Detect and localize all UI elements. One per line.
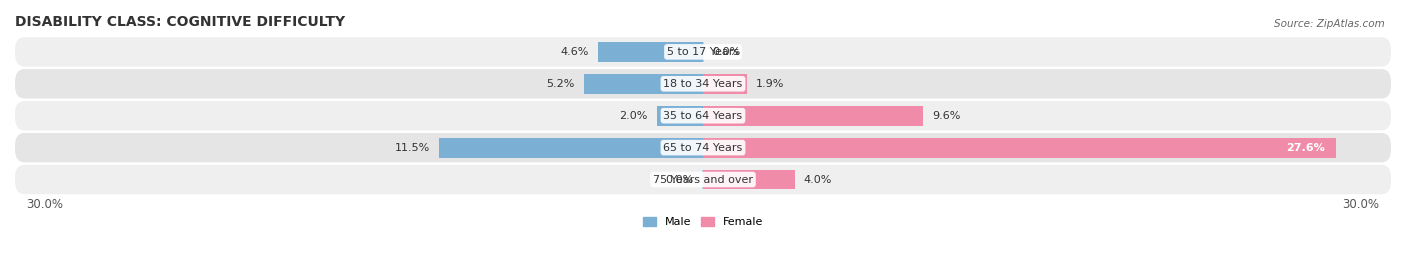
Bar	[703, 170, 794, 189]
FancyBboxPatch shape	[15, 101, 1391, 131]
Text: 11.5%: 11.5%	[395, 143, 430, 152]
Bar	[583, 74, 703, 94]
Bar	[439, 138, 703, 158]
Text: 9.6%: 9.6%	[932, 111, 960, 121]
Text: Source: ZipAtlas.com: Source: ZipAtlas.com	[1274, 19, 1385, 29]
Text: 75 Years and over: 75 Years and over	[652, 174, 754, 185]
Bar	[703, 106, 924, 126]
FancyBboxPatch shape	[15, 133, 1391, 162]
Text: DISABILITY CLASS: COGNITIVE DIFFICULTY: DISABILITY CLASS: COGNITIVE DIFFICULTY	[15, 15, 344, 29]
Text: 2.0%: 2.0%	[620, 111, 648, 121]
Text: 0.0%: 0.0%	[713, 47, 741, 57]
Legend: Male, Female: Male, Female	[643, 217, 763, 227]
Text: 1.9%: 1.9%	[756, 79, 785, 89]
Bar	[703, 74, 747, 94]
Text: 30.0%: 30.0%	[1343, 198, 1379, 211]
Bar	[657, 106, 703, 126]
Text: 35 to 64 Years: 35 to 64 Years	[664, 111, 742, 121]
Text: 27.6%: 27.6%	[1285, 143, 1324, 152]
Text: 5.2%: 5.2%	[546, 79, 575, 89]
FancyBboxPatch shape	[15, 69, 1391, 98]
Text: 65 to 74 Years: 65 to 74 Years	[664, 143, 742, 152]
Text: 18 to 34 Years: 18 to 34 Years	[664, 79, 742, 89]
Text: 30.0%: 30.0%	[27, 198, 63, 211]
Text: 4.6%: 4.6%	[560, 47, 588, 57]
Bar	[598, 42, 703, 62]
Text: 0.0%: 0.0%	[665, 174, 693, 185]
Bar	[703, 138, 1336, 158]
Text: 4.0%: 4.0%	[804, 174, 832, 185]
Text: 5 to 17 Years: 5 to 17 Years	[666, 47, 740, 57]
FancyBboxPatch shape	[15, 37, 1391, 66]
FancyBboxPatch shape	[15, 165, 1391, 194]
